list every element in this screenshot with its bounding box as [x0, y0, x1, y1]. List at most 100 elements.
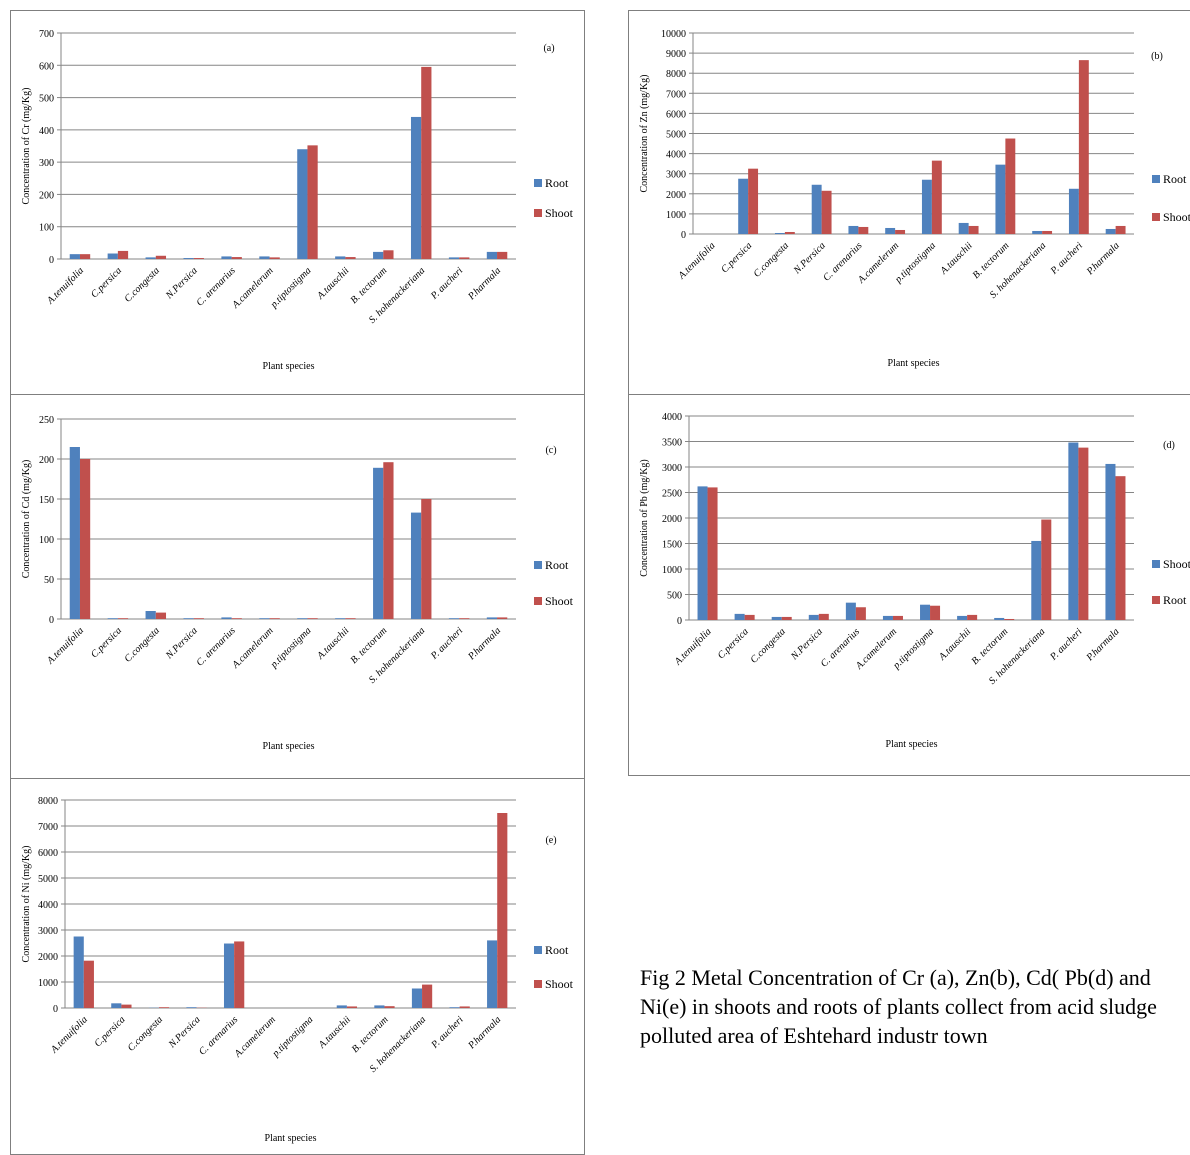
bar-root-5: [856, 607, 866, 620]
x-tick-label: C.congesta: [752, 240, 791, 279]
y-tick-label: 500: [39, 94, 54, 105]
legend-swatch-shoot: [534, 980, 542, 988]
x-tick-label: C.persica: [89, 625, 124, 660]
bar-shoot-11: [1079, 60, 1089, 234]
legend-label-root: Root: [545, 176, 569, 190]
legend-label-shoot: Shoot: [545, 594, 574, 608]
y-tick-label: 2000: [38, 952, 58, 963]
y-tick-label: 2500: [662, 489, 682, 500]
bar-root-12: [487, 617, 497, 619]
bar-shoot-2: [118, 618, 128, 619]
x-tick-label: N.Persica: [791, 240, 828, 277]
y-tick-label: 5000: [666, 130, 686, 141]
bar-root-8: [335, 256, 345, 259]
bar-root-1: [70, 447, 80, 619]
bar-root-3: [775, 233, 785, 234]
y-tick-label: 2000: [662, 514, 682, 525]
bar-root-8: [967, 615, 977, 620]
y-tick-label: 0: [49, 615, 54, 626]
x-tick-label: C.congesta: [123, 265, 162, 304]
x-tick-label: P.harmala: [466, 1014, 504, 1052]
bar-shoot-4: [809, 615, 819, 620]
bar-shoot-5: [858, 227, 868, 234]
x-tick-label: C.persica: [716, 626, 751, 661]
y-tick-label: 7000: [38, 822, 58, 833]
bar-root-2: [745, 615, 755, 620]
bar-shoot-7: [307, 618, 317, 619]
y-tick-label: 150: [39, 495, 54, 506]
bar-root-10: [1041, 520, 1051, 620]
y-tick-label: 50: [44, 575, 54, 586]
y-tick-label: 3000: [38, 926, 58, 937]
bar-shoot-6: [270, 618, 280, 619]
y-tick-label: 3000: [662, 463, 682, 474]
y-tick-label: 0: [53, 1004, 58, 1015]
y-tick-label: 1000: [666, 210, 686, 221]
legend-swatch-shoot: [1152, 213, 1160, 221]
x-tick-label: P.harmala: [1084, 240, 1122, 278]
x-tick-label: C.persica: [89, 265, 124, 300]
y-tick-label: 0: [677, 616, 682, 627]
bar-shoot-3: [156, 256, 166, 259]
y-tick-label: 1000: [662, 565, 682, 576]
x-tick-label: p.tiptostigma: [268, 265, 314, 311]
x-tick-label: C.congesta: [748, 626, 787, 665]
bar-root-8: [337, 1005, 347, 1008]
y-tick-label: 10000: [661, 29, 686, 40]
x-tick-label: A.tauschii: [315, 625, 352, 662]
y-axis-title: Concentration of Ni (mg/Kg): [21, 846, 32, 963]
bar-root-1: [70, 254, 80, 259]
y-tick-label: 6000: [38, 848, 58, 859]
bar-root-7: [922, 180, 932, 234]
legend-label-shoot: Shoot: [1163, 557, 1190, 571]
y-tick-label: 4000: [38, 900, 58, 911]
legend-label-root: Root: [1163, 593, 1187, 607]
x-tick-label: C.persica: [92, 1014, 127, 1049]
y-tick-label: 400: [39, 126, 54, 137]
bar-shoot-5: [846, 603, 856, 620]
x-axis-title: Plant species: [263, 361, 315, 372]
bar-shoot-1: [80, 254, 90, 259]
bar-shoot-2: [735, 614, 745, 620]
y-tick-label: 100: [39, 223, 54, 234]
y-tick-label: 0: [49, 255, 54, 266]
bar-shoot-9: [383, 250, 393, 259]
bar-shoot-12: [1116, 226, 1126, 234]
bar-shoot-10: [421, 499, 431, 619]
legend-label-shoot: Shoot: [1163, 210, 1190, 224]
bar-root-10: [1032, 231, 1042, 234]
x-tick-label: N.Persica: [163, 265, 200, 302]
bar-shoot-5: [232, 618, 242, 619]
bar-shoot-9: [384, 1006, 394, 1008]
bar-root-4: [812, 185, 822, 234]
bar-root-8: [335, 618, 345, 619]
bar-shoot-8: [345, 618, 355, 619]
x-axis-title: Plant species: [265, 1133, 317, 1144]
x-tick-label: A.tauschii: [938, 240, 975, 277]
legend-label-root: Root: [545, 558, 569, 572]
legend-swatch-root: [1152, 175, 1160, 183]
y-tick-label: 100: [39, 535, 54, 546]
y-axis-title: Concentration of Zn (mg/Kg): [639, 74, 650, 192]
chart-b: 0100020003000400050006000700080009000100…: [629, 11, 1190, 395]
bar-shoot-7: [932, 161, 942, 234]
panel-label: (d): [1163, 440, 1175, 451]
bar-root-5: [848, 226, 858, 234]
legend-label-shoot: Shoot: [545, 206, 574, 220]
y-tick-label: 600: [39, 61, 54, 72]
bar-shoot-3: [159, 1007, 169, 1008]
y-tick-label: 9000: [666, 49, 686, 60]
legend-swatch-shoot: [534, 597, 542, 605]
bar-root-4: [183, 618, 193, 619]
bar-shoot-9: [383, 462, 393, 619]
y-tick-label: 1000: [38, 978, 58, 989]
bar-shoot-6: [895, 230, 905, 234]
y-tick-label: 4000: [662, 412, 682, 423]
legend-swatch-root: [1152, 596, 1160, 604]
